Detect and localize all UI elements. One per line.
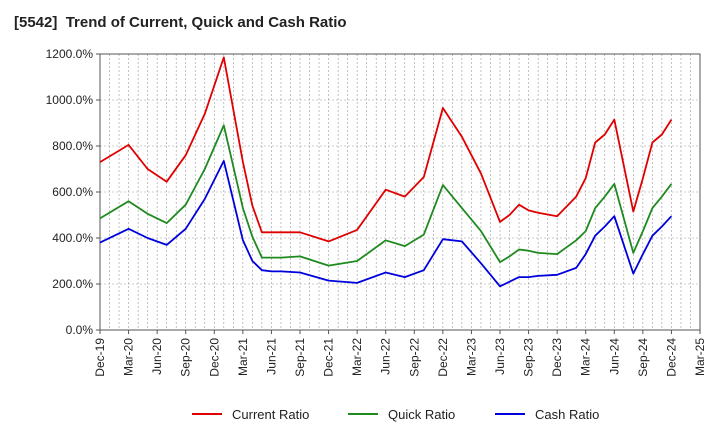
x-tick-label: Dec-24	[664, 338, 678, 377]
x-tick-label: Sep-21	[293, 338, 307, 377]
y-tick-label: 600.0%	[52, 185, 93, 199]
x-tick-label: Jun-23	[493, 338, 507, 375]
y-tick-label: 1200.0%	[46, 47, 94, 61]
x-tick-label: Sep-24	[636, 338, 650, 377]
x-tick-label: Jun-20	[150, 338, 164, 375]
x-tick-label: Dec-20	[207, 338, 221, 377]
x-tick-label: Mar-24	[579, 338, 593, 376]
x-tick-label: Jun-22	[379, 338, 393, 375]
y-tick-label: 800.0%	[52, 139, 93, 153]
x-tick-label: Jun-24	[607, 338, 621, 375]
series-line-quick-ratio	[99, 124, 673, 267]
y-tick-label: 1000.0%	[46, 93, 94, 107]
x-tick-label: Dec-19	[93, 338, 107, 377]
legend-label: Cash Ratio	[535, 407, 599, 422]
series-line-current-ratio	[99, 56, 673, 243]
x-tick-label: Mar-23	[464, 338, 478, 376]
legend-label: Current Ratio	[232, 407, 309, 422]
y-tick-label: 200.0%	[52, 277, 93, 291]
x-tick-label: Dec-21	[322, 338, 336, 377]
x-tick-label: Mar-25	[693, 338, 707, 376]
y-tick-label: 0.0%	[66, 323, 94, 337]
legend-label: Quick Ratio	[388, 407, 455, 422]
x-tick-label: Mar-22	[350, 338, 364, 376]
x-tick-label: Jun-21	[264, 338, 278, 375]
x-tick-label: Dec-22	[436, 338, 450, 377]
x-tick-label: Sep-22	[407, 338, 421, 377]
series-line-cash-ratio	[99, 159, 673, 288]
y-tick-label: 400.0%	[52, 231, 93, 245]
x-tick-label: Sep-23	[522, 338, 536, 377]
x-tick-label: Mar-21	[236, 338, 250, 376]
x-tick-label: Mar-20	[122, 338, 136, 376]
x-tick-label: Dec-23	[550, 338, 564, 377]
chart-title: [5542] Trend of Current, Quick and Cash …	[14, 14, 347, 31]
x-tick-label: Sep-20	[179, 338, 193, 377]
